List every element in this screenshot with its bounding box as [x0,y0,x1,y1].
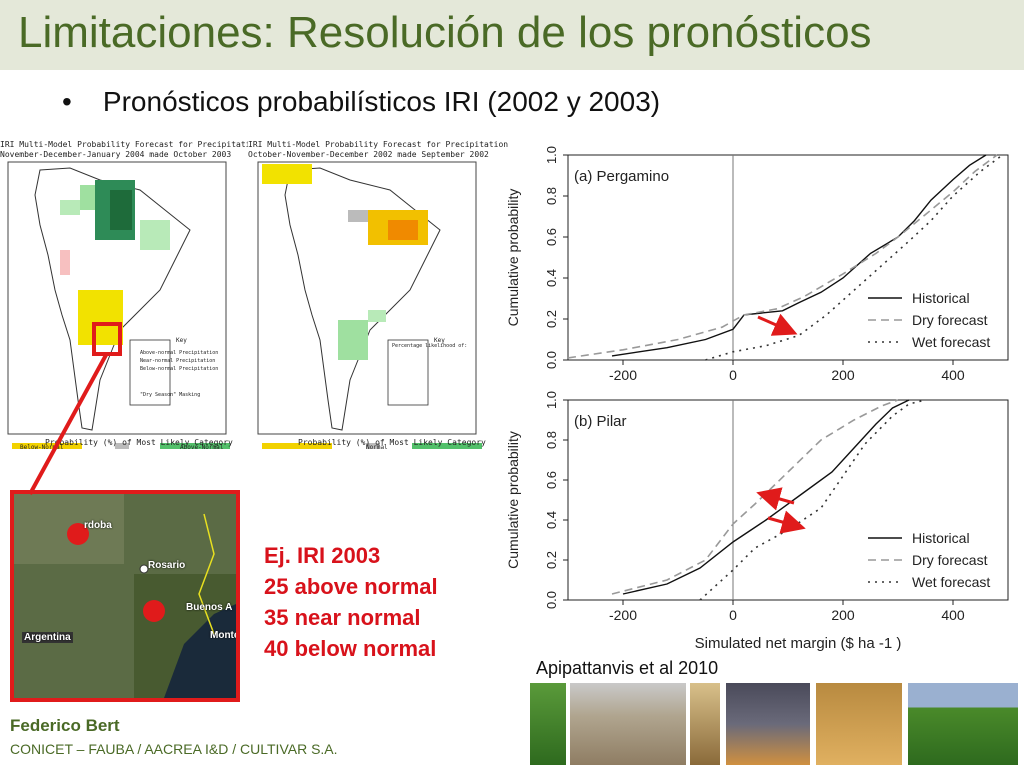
x-tick-label: -200 [609,607,637,623]
map-key-heading: Key [434,337,445,344]
plot-frame [567,399,1009,601]
map-graphic [257,161,482,449]
y-tick-label: 0.2 [544,551,559,569]
panel-title: (b) Pilar [574,413,627,430]
series-line [611,399,899,595]
photo-strip [530,683,1024,765]
panel-title: (a) Pergamino [574,168,669,185]
legend-entry: Historical [912,290,970,306]
y-tick-label: 0.6 [544,228,559,246]
map-key-subheading: Percentage likelihood of: [392,343,468,349]
map-key-dry: "Dry Season" Masking [140,392,201,398]
x-tick-label: 0 [729,367,737,383]
y-axis-label: Cumulative probability [505,431,521,569]
satellite-inset: rdoba Rosario Buenos A Argentina Monte [10,490,240,702]
x-tick-label: 200 [831,607,855,623]
map-key-heading: Key [176,337,187,344]
series-line [611,154,987,357]
x-tick-label: 200 [831,367,855,383]
map-title-line2: October-November-December 2002 made Sept… [248,150,489,159]
wheat-photo [690,683,720,765]
map-footer: Probability (%) of Most Likely Category [298,438,486,447]
series-line [622,399,910,595]
country-label: Argentina [22,632,73,643]
shift-arrow [767,510,806,534]
y-tick-label: 0.2 [544,310,559,328]
legend-entry: Wet forecast [912,334,990,350]
farmers-field-photo [908,683,1018,765]
legend-entry: Wet forecast [912,574,990,590]
cdf-chart-svg: 0.0 0.2 0.4 0.6 0.8 1.0 -200 0 200 400 Cumulative … [505,146,1009,652]
satellite-graphic [14,494,236,698]
map-key-a: Above-normal Precipitation [140,350,219,356]
crop-field-photo [530,683,566,765]
map-title-line1: IRI Multi-Model Probability Forecast for… [0,140,261,149]
series-line [567,154,998,359]
shift-arrow [757,313,798,336]
legend-entry: Historical [912,530,970,546]
footer-author: Federico Bert [10,716,120,735]
example-line: 40 below normal [264,636,437,661]
footer-organization: CONICET – FAUBA / AACREA I&D / CULTIVAR … [10,741,338,757]
location-marker-pergamino [143,600,165,622]
bullet-point: • Pronósticos probabilísticos IRI (2002 … [62,86,661,117]
y-tick-label: 1.0 [544,391,559,409]
y-tick-label: 0.8 [544,187,559,205]
x-tick-label: 0 [729,607,737,623]
series-line [699,399,926,601]
y-tick-label: 0.8 [544,431,559,449]
y-tick-label: 1.0 [544,146,559,164]
citation: Apipattanvis et al 2010 [536,658,719,678]
legend-entry: Dry forecast [912,312,988,328]
y-tick-label: 0.4 [544,269,559,287]
wheat-field-photo [816,683,902,765]
map-normal-label: Normal [366,444,388,451]
example-line: 25 above normal [264,574,438,599]
map-below-label: Below-Normal [20,444,64,451]
slide-title: Limitaciones: Resolución de los pronósti… [18,8,872,57]
iri-forecast-map-2003: IRI Multi-Model Probability Forecast for… [0,140,260,470]
map-key-b: Below-normal Precipitation [140,366,219,372]
city-label: rdoba [84,520,112,531]
example-line: 35 near normal [264,605,421,630]
city-label: Buenos A [186,602,233,613]
drought-cracked-soil-photo [570,683,686,765]
plot-frame [567,154,1009,361]
location-marker-cordoba [67,523,89,545]
x-tick-label: -200 [609,367,637,383]
map-graphic [7,161,230,449]
iri-example-text: Ej. IRI 2003 25 above normal 35 near nor… [264,540,438,664]
y-tick-label: 0.6 [544,471,559,489]
y-axis-label: Cumulative probability [505,189,521,327]
map-title-line1: IRI Multi-Model Probability Forecast for… [248,140,509,149]
iri-forecast-map-2002: IRI Multi-Model Probability Forecast for… [248,140,508,470]
city-label: Monte [210,630,240,641]
storm-lightning-photo [726,683,810,765]
y-tick-label: 0.4 [544,511,559,529]
x-axis-label: Simulated net margin ($ ha -1 ) [695,635,902,652]
map-footer: Probability (%) of Most Likely Category [45,438,233,447]
city-label: Rosario [148,560,186,571]
map-above-label: Above-Normal [180,444,224,451]
x-tick-label: 400 [941,367,965,383]
y-tick-label: 0.0 [544,351,559,369]
example-line: Ej. IRI 2003 [264,543,381,568]
slide-header: Limitaciones: Resolución de los pronósti… [0,0,1024,70]
y-tick-label: 0.0 [544,591,559,609]
map-key-n: Near-normal Precipitation [140,358,216,364]
series-line [705,154,1003,361]
legend-entry: Dry forecast [912,552,988,568]
bullet-text: Pronósticos probabilísticos IRI (2002 y … [102,86,661,117]
map-title-line2: November-December-January 2004 made Octo… [0,150,232,159]
cumulative-probability-charts: 0.0 0.2 0.4 0.6 0.8 1.0 -200 0 200 400 Cumulative … [500,145,1020,665]
x-tick-label: 400 [941,607,965,623]
shift-arrow [756,487,795,511]
